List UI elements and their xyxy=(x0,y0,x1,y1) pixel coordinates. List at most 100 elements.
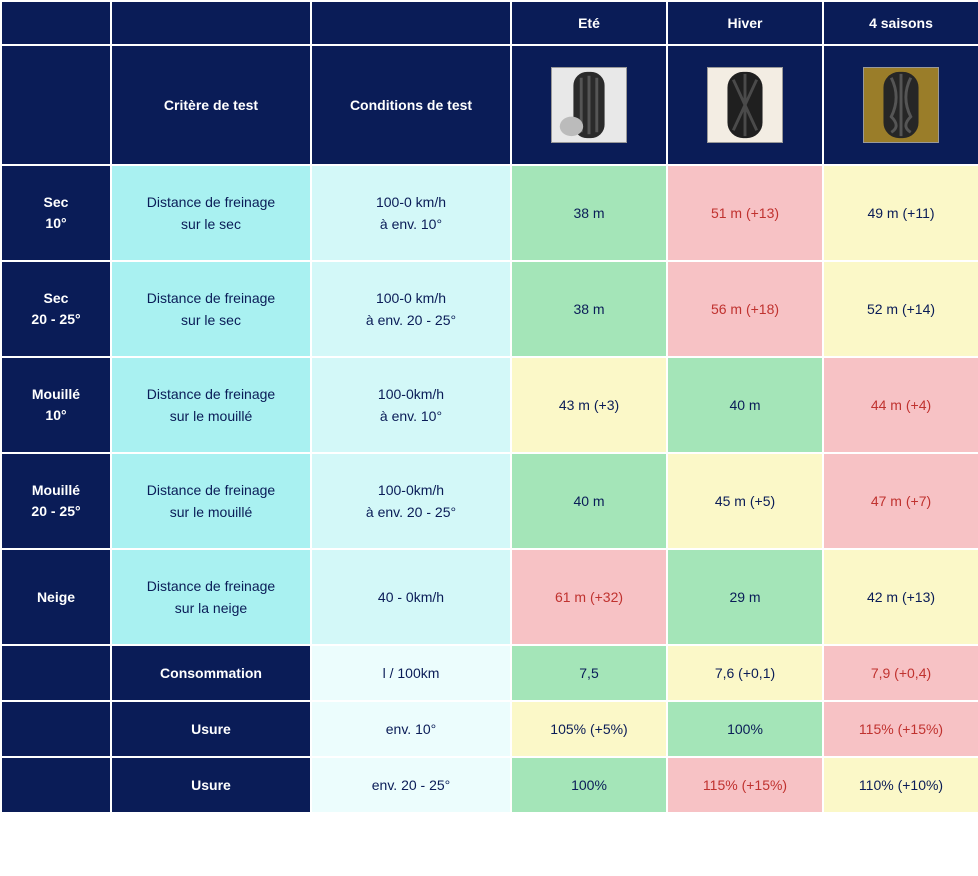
value-allseason: 115% (+15%) xyxy=(823,701,978,757)
value-allseason: 49 m (+11) xyxy=(823,165,978,261)
header-img-summer xyxy=(511,45,667,165)
criteria-cell: Distance de freinage sur le mouillé xyxy=(111,453,311,549)
criteria-line1: Distance de freinage xyxy=(147,386,275,402)
header-conditions: Conditions de test xyxy=(311,45,511,165)
criteria-line1: Distance de freinage xyxy=(147,290,275,306)
row-label: Mouillé 20 - 25° xyxy=(1,453,111,549)
table-row: Mouillé 20 - 25° Distance de freinage sur l… xyxy=(1,453,978,549)
value-summer: 38 m xyxy=(511,261,667,357)
value-winter: 56 m (+18) xyxy=(667,261,823,357)
cond-line2: à env. 10° xyxy=(380,216,442,232)
value-summer: 38 m xyxy=(511,165,667,261)
table-row: Consommation l / 100km 7,57,6 (+0,1)7,9 (+… xyxy=(1,645,978,701)
conditions-cell: 40 - 0km/h xyxy=(311,549,511,645)
criteria-line1: Usure xyxy=(191,721,231,737)
value-allseason: 7,9 (+0,4) xyxy=(823,645,978,701)
value-winter: 7,6 (+0,1) xyxy=(667,645,823,701)
tire-allseason-icon xyxy=(863,67,939,143)
cond-line1: l / 100km xyxy=(383,665,440,681)
criteria-line1: Distance de freinage xyxy=(147,578,275,594)
row-label xyxy=(1,645,111,701)
cond-line2: à env. 10° xyxy=(380,408,442,424)
conditions-cell: env. 10° xyxy=(311,701,511,757)
header-row-2: Critère de test Conditions de test xyxy=(1,45,978,165)
row-label-line2: 10° xyxy=(45,407,66,423)
value-allseason: 52 m (+14) xyxy=(823,261,978,357)
cond-line1: env. 20 - 25° xyxy=(372,777,451,793)
header-row-1: Eté Hiver 4 saisons xyxy=(1,1,978,45)
value-summer: 100% xyxy=(511,757,667,813)
value-winter: 100% xyxy=(667,701,823,757)
cond-line1: env. 10° xyxy=(386,721,436,737)
criteria-line2: sur le sec xyxy=(181,216,241,232)
value-summer: 43 m (+3) xyxy=(511,357,667,453)
table-row: Mouillé 10° Distance de freinage sur le mou… xyxy=(1,357,978,453)
criteria-cell: Distance de freinage sur le mouillé xyxy=(111,357,311,453)
cond-line1: 40 - 0km/h xyxy=(378,589,444,605)
header-summer: Eté xyxy=(511,1,667,45)
table-row: Sec10°Distance de freinagesur le sec100-… xyxy=(1,165,978,261)
cond-line2: à env. 20 - 25° xyxy=(366,312,456,328)
conditions-cell: env. 20 - 25° xyxy=(311,757,511,813)
header-criteria: Critère de test xyxy=(111,45,311,165)
conditions-cell: 100-0 km/h à env. 20 - 25° xyxy=(311,261,511,357)
cond-line1: 100-0 km/h xyxy=(376,290,446,306)
cond-line1: 100-0km/h xyxy=(378,482,444,498)
criteria-line1: Distance de freinage xyxy=(147,482,275,498)
row-label: Sec 10° xyxy=(1,165,111,261)
conditions-cell: 100-0 km/h à env. 10° xyxy=(311,165,511,261)
criteria-line1: Usure xyxy=(191,777,231,793)
row-label-line2: 10° xyxy=(45,215,66,231)
header-blank-1 xyxy=(1,1,111,45)
criteria-line2: sur la neige xyxy=(175,600,247,616)
row-label-line1: Mouillé xyxy=(32,386,80,402)
header-img-winter xyxy=(667,45,823,165)
row-label xyxy=(1,757,111,813)
row-label-line2: 20 - 25° xyxy=(31,503,80,519)
value-allseason: 42 m (+13) xyxy=(823,549,978,645)
row-label-line1: Sec xyxy=(44,194,69,210)
criteria-cell: Distance de freinagesur le sec xyxy=(111,165,311,261)
row-label-line1: Sec xyxy=(44,290,69,306)
row-label-line1: Neige xyxy=(37,589,75,605)
value-winter: 51 m (+13) xyxy=(667,165,823,261)
cond-line1: 100-0km/h xyxy=(378,386,444,402)
row-label: Sec 20 - 25° xyxy=(1,261,111,357)
criteria-line2: sur le mouillé xyxy=(170,504,252,520)
criteria-cell: Consommation xyxy=(111,645,311,701)
criteria-cell: Usure xyxy=(111,701,311,757)
conditions-cell: 100-0km/hà env. 20 - 25° xyxy=(311,453,511,549)
row-label-line2: 20 - 25° xyxy=(31,311,80,327)
value-allseason: 47 m (+7) xyxy=(823,453,978,549)
row-label-line1: Mouillé xyxy=(32,482,80,498)
row-label: Neige xyxy=(1,549,111,645)
value-summer: 7,5 xyxy=(511,645,667,701)
conditions-cell: 100-0km/h à env. 10° xyxy=(311,357,511,453)
value-winter: 115% (+15%) xyxy=(667,757,823,813)
table-row: Neige Distance de freinage sur la neige 40 … xyxy=(1,549,978,645)
criteria-cell: Usure xyxy=(111,757,311,813)
table-row: Sec 20 - 25° Distance de freinage sur le se… xyxy=(1,261,978,357)
header-img-allseason xyxy=(823,45,978,165)
criteria-line1: Consommation xyxy=(160,665,262,681)
header-blank-2 xyxy=(111,1,311,45)
value-winter: 29 m xyxy=(667,549,823,645)
row-label: Mouillé 10° xyxy=(1,357,111,453)
header-winter: Hiver xyxy=(667,1,823,45)
criteria-cell: Distance de freinage sur la neige xyxy=(111,549,311,645)
value-allseason: 44 m (+4) xyxy=(823,357,978,453)
header-blank-4 xyxy=(1,45,111,165)
value-summer: 40 m xyxy=(511,453,667,549)
value-summer: 61 m (+32) xyxy=(511,549,667,645)
header-blank-3 xyxy=(311,1,511,45)
criteria-line2: sur le mouillé xyxy=(170,408,252,424)
criteria-line2: sur le sec xyxy=(181,312,241,328)
tire-summer-icon xyxy=(551,67,627,143)
value-winter: 45 m (+5) xyxy=(667,453,823,549)
cond-line1: 100-0 km/h xyxy=(376,194,446,210)
row-label xyxy=(1,701,111,757)
header-allseason: 4 saisons xyxy=(823,1,978,45)
criteria-cell: Distance de freinage sur le sec xyxy=(111,261,311,357)
value-summer: 105% (+5%) xyxy=(511,701,667,757)
table-row: Usureenv. 20 - 25°100%115% (+15%)110% (+… xyxy=(1,757,978,813)
